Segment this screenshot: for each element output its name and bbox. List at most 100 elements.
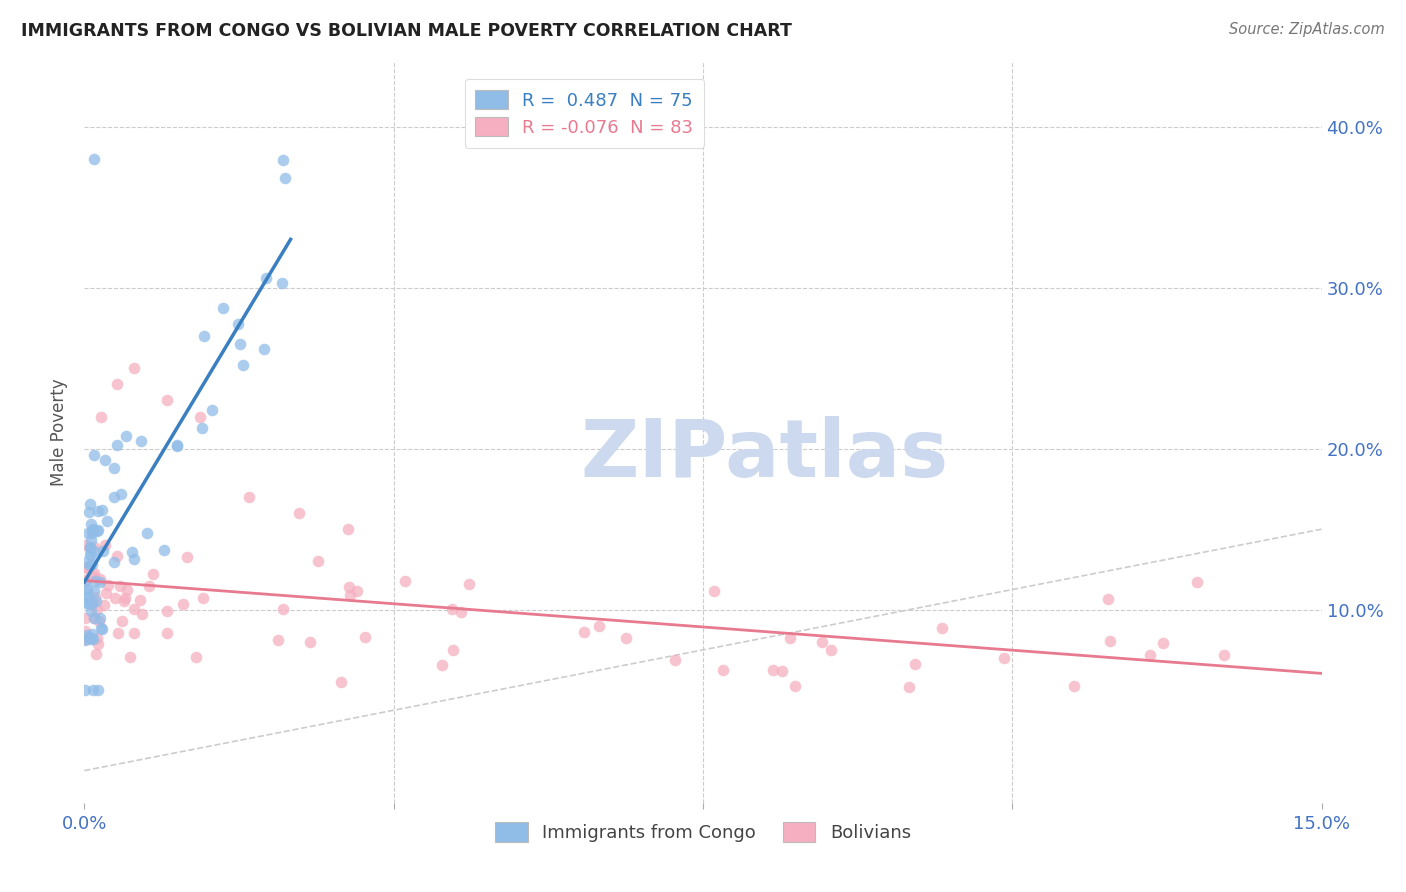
Point: [75, 560, 97, 574]
Point: [77, 526, 100, 541]
Point: [270, 276, 292, 290]
Point: [94, 586, 117, 600]
Point: [96, 514, 118, 528]
Point: [90, 622, 112, 636]
Point: [614, 631, 637, 645]
Point: [77, 630, 100, 644]
Point: [80, 548, 103, 562]
Point: [91, 543, 114, 558]
Point: [75, 555, 97, 569]
Point: [83, 448, 105, 462]
Y-axis label: Male Poverty: Male Poverty: [51, 379, 69, 486]
Point: [111, 614, 134, 628]
Point: [112, 593, 135, 607]
Point: [83, 611, 105, 625]
Point: [80, 533, 103, 547]
Point: [394, 574, 416, 588]
Point: [184, 649, 207, 664]
Point: [82, 683, 104, 698]
Point: [762, 663, 785, 677]
Point: [274, 171, 297, 186]
Point: [1139, 648, 1161, 662]
Point: [191, 421, 214, 435]
Point: [75, 632, 97, 647]
Point: [339, 588, 361, 602]
Point: [83, 574, 105, 588]
Point: [122, 601, 145, 615]
Text: ZIPatlas: ZIPatlas: [581, 416, 949, 494]
Point: [201, 403, 224, 417]
Point: [82, 522, 104, 536]
Point: [83, 543, 105, 558]
Point: [77, 591, 100, 605]
Point: [337, 522, 360, 536]
Point: [84, 647, 107, 661]
Point: [136, 526, 159, 541]
Point: [122, 361, 145, 376]
Point: [84, 594, 107, 608]
Point: [1152, 635, 1174, 649]
Point: [131, 607, 153, 621]
Point: [86, 524, 108, 538]
Point: [77, 505, 100, 519]
Point: [103, 490, 125, 504]
Point: [114, 591, 136, 605]
Point: [898, 681, 921, 695]
Point: [450, 605, 472, 619]
Point: [90, 409, 112, 424]
Point: [79, 541, 101, 556]
Point: [121, 545, 143, 559]
Legend: Immigrants from Congo, Bolivians: Immigrants from Congo, Bolivians: [488, 815, 918, 849]
Point: [76, 587, 98, 601]
Point: [271, 602, 294, 616]
Point: [288, 506, 311, 520]
Point: [80, 627, 103, 641]
Point: [153, 542, 176, 557]
Point: [254, 271, 277, 285]
Point: [93, 452, 115, 467]
Point: [142, 566, 165, 581]
Point: [82, 569, 104, 583]
Point: [904, 657, 927, 671]
Point: [80, 632, 103, 647]
Text: Source: ZipAtlas.com: Source: ZipAtlas.com: [1229, 22, 1385, 37]
Point: [97, 578, 120, 592]
Point: [107, 625, 129, 640]
Point: [115, 429, 138, 443]
Point: [86, 602, 108, 616]
Point: [820, 643, 842, 657]
Point: [188, 409, 211, 424]
Point: [107, 438, 129, 452]
Point: [124, 552, 146, 566]
Point: [76, 632, 98, 646]
Point: [86, 523, 108, 537]
Point: [156, 393, 179, 408]
Point: [105, 377, 128, 392]
Point: [176, 550, 198, 565]
Point: [226, 317, 249, 331]
Point: [993, 650, 1015, 665]
Point: [267, 632, 290, 647]
Point: [82, 526, 104, 541]
Point: [440, 602, 463, 616]
Point: [83, 152, 105, 166]
Point: [103, 555, 125, 569]
Point: [711, 663, 734, 677]
Point: [783, 679, 806, 693]
Point: [91, 503, 114, 517]
Point: [80, 524, 103, 538]
Point: [87, 504, 110, 518]
Point: [105, 549, 128, 564]
Point: [1097, 591, 1119, 606]
Point: [238, 490, 260, 504]
Point: [172, 597, 194, 611]
Point: [103, 461, 125, 475]
Point: [89, 575, 111, 590]
Point: [156, 604, 179, 618]
Point: [83, 566, 105, 581]
Point: [110, 487, 132, 501]
Point: [664, 653, 686, 667]
Point: [89, 572, 111, 586]
Point: [87, 683, 110, 698]
Point: [79, 547, 101, 561]
